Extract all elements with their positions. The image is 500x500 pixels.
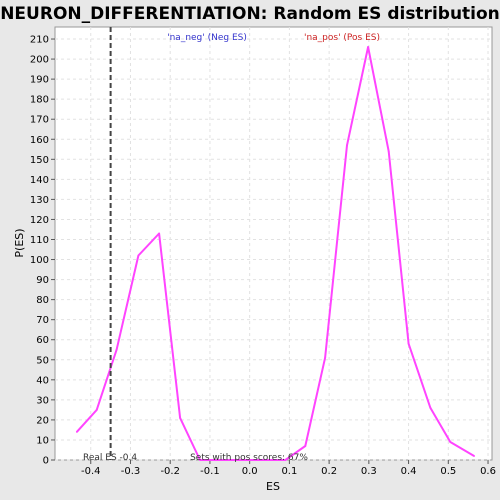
data-point [137, 254, 140, 257]
data-point [248, 459, 251, 461]
data-point [179, 417, 182, 419]
y-tick-label: 50 [36, 355, 49, 366]
y-tick-label: 0 [43, 456, 49, 467]
y-tick-label: 210 [30, 35, 49, 46]
y-axis-label: P(ES) [13, 228, 26, 257]
y-tick-label: 180 [30, 95, 49, 106]
data-point [284, 459, 287, 461]
y-tick-label: 20 [36, 415, 49, 426]
pos-es-label: 'na_pos' (Pos ES) [304, 33, 380, 43]
neg-es-label: 'na_neg' (Neg ES) [167, 33, 247, 43]
x-tick-label: 0.0 [242, 466, 258, 477]
x-tick-label: 0.5 [440, 466, 456, 477]
x-tick-label: 0.4 [401, 466, 417, 477]
x-tick-label: -0.4 [81, 466, 101, 477]
data-point [304, 445, 307, 447]
x-tick-label: -0.1 [200, 466, 220, 477]
data-point [449, 441, 452, 443]
y-tick-label: 10 [36, 435, 49, 446]
data-point [199, 459, 201, 461]
y-tick-label: 150 [30, 155, 49, 166]
y-tick-label: 200 [30, 55, 49, 66]
x-tick-label: 0.1 [281, 466, 297, 477]
real-es-label: Real ES -0.4 [83, 453, 137, 463]
y-tick-label: 30 [36, 395, 49, 406]
data-point [115, 348, 118, 351]
y-tick-label: 100 [30, 255, 49, 266]
data-point [324, 356, 327, 359]
y-tick-label: 90 [36, 275, 49, 286]
y-tick-label: 160 [30, 135, 49, 146]
chart-title: NEURON_DIFFERENTIATION: Random ES distri… [0, 4, 500, 24]
data-point [346, 144, 348, 147]
y-tick-label: 80 [36, 295, 49, 306]
x-tick-label: -0.3 [121, 466, 141, 477]
grid-lines [55, 27, 492, 461]
y-tick-label: 70 [36, 315, 49, 326]
data-point [387, 150, 390, 153]
y-tick-label: 130 [30, 195, 49, 206]
y-tick-label: 120 [30, 215, 49, 226]
sets-pos-label: Sets with pos scores: 67% [190, 453, 308, 463]
y-tick-label: 140 [30, 175, 49, 186]
x-axis-label: ES [266, 480, 280, 493]
data-point [407, 342, 410, 345]
series-layer [75, 46, 476, 461]
y-tick-label: 190 [30, 75, 49, 86]
x-tick-label: 0.6 [480, 466, 496, 477]
data-point [429, 406, 432, 409]
x-tick-label: -0.2 [160, 466, 180, 477]
axis-ticks: 0 10 20 30 40 50 60 70 80 90 100 110 120 130 140 150 160… [30, 35, 496, 477]
x-tick-label: 0.3 [361, 466, 377, 477]
y-tick-label: 60 [36, 335, 49, 346]
y-tick-label: 110 [30, 235, 49, 246]
data-point [218, 459, 221, 461]
data-point [75, 431, 78, 433]
data-point [158, 232, 160, 235]
data-point [95, 408, 98, 411]
y-tick-label: 40 [36, 375, 49, 386]
data-point [473, 455, 476, 457]
y-tick-label: 170 [30, 115, 49, 126]
x-tick-label: 0.2 [321, 466, 337, 477]
data-point [367, 46, 369, 48]
